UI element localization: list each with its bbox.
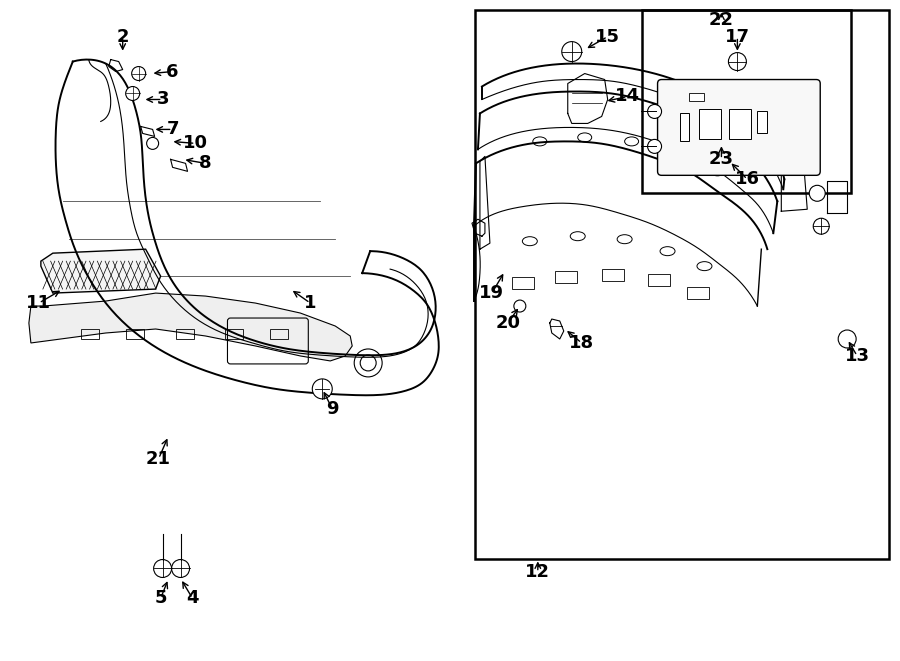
- Bar: [688, 287, 709, 299]
- Bar: [689, 93, 705, 102]
- Text: 21: 21: [146, 449, 171, 468]
- Text: 22: 22: [709, 11, 734, 28]
- Polygon shape: [40, 249, 160, 293]
- Text: 9: 9: [326, 400, 338, 418]
- Circle shape: [728, 53, 746, 71]
- Bar: [642, 10, 851, 193]
- Text: 3: 3: [157, 91, 169, 108]
- Bar: [270, 329, 288, 339]
- Text: 4: 4: [186, 590, 199, 607]
- Circle shape: [312, 379, 332, 399]
- Text: 13: 13: [844, 347, 869, 365]
- Bar: [176, 329, 194, 339]
- Circle shape: [126, 87, 140, 100]
- Circle shape: [514, 300, 526, 312]
- Bar: [475, 10, 889, 559]
- Circle shape: [172, 559, 190, 578]
- Circle shape: [648, 139, 662, 153]
- Text: 10: 10: [183, 134, 208, 153]
- Bar: [729, 110, 751, 139]
- Text: 5: 5: [155, 590, 166, 607]
- Bar: [648, 274, 670, 286]
- Bar: [758, 112, 768, 134]
- Text: 15: 15: [595, 28, 620, 46]
- Bar: [81, 329, 99, 339]
- Text: 18: 18: [569, 334, 594, 352]
- Text: 7: 7: [166, 120, 179, 138]
- Text: 16: 16: [735, 171, 760, 188]
- Text: 8: 8: [199, 155, 212, 173]
- Bar: [554, 271, 577, 283]
- Bar: [699, 110, 722, 139]
- Text: 12: 12: [526, 563, 550, 582]
- Bar: [719, 151, 744, 161]
- Bar: [226, 329, 243, 339]
- Polygon shape: [29, 293, 352, 361]
- Text: 11: 11: [26, 294, 51, 312]
- Circle shape: [809, 185, 825, 201]
- Text: 1: 1: [304, 294, 317, 312]
- Text: 2: 2: [116, 28, 129, 46]
- Bar: [680, 114, 689, 141]
- Text: 14: 14: [615, 87, 640, 106]
- Circle shape: [814, 218, 829, 234]
- Circle shape: [648, 104, 662, 118]
- Circle shape: [562, 42, 581, 61]
- Text: 17: 17: [724, 28, 750, 46]
- Bar: [126, 329, 144, 339]
- Text: 20: 20: [495, 314, 520, 332]
- Text: 6: 6: [166, 63, 179, 81]
- Text: 23: 23: [709, 150, 734, 169]
- Bar: [602, 269, 624, 281]
- Bar: [512, 277, 534, 289]
- FancyBboxPatch shape: [658, 79, 820, 175]
- Circle shape: [838, 330, 856, 348]
- Circle shape: [154, 559, 172, 578]
- Circle shape: [147, 137, 158, 149]
- Text: 19: 19: [480, 284, 504, 302]
- Circle shape: [131, 67, 146, 81]
